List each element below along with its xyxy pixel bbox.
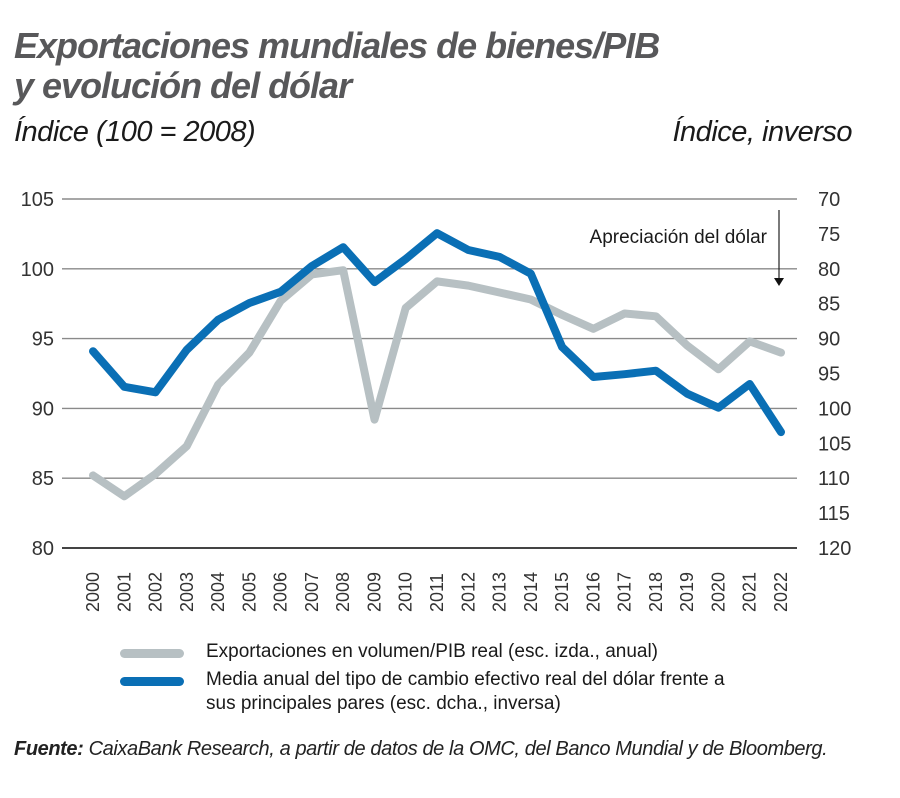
annotation-text: Apreciación del dólar bbox=[590, 227, 768, 248]
left-tick-label: 85 bbox=[32, 468, 54, 490]
chart-title: Exportaciones mundiales de bienes/PIB y … bbox=[14, 25, 660, 106]
title-line-2: y evolución del dólar bbox=[14, 65, 352, 106]
x-tick-label: 2004 bbox=[208, 572, 228, 612]
x-tick-label: 2002 bbox=[146, 572, 166, 612]
right-tick-label: 120 bbox=[818, 538, 851, 560]
x-tick-label: 2017 bbox=[615, 572, 635, 612]
series-lines bbox=[89, 229, 785, 501]
legend-label: Exportaciones en volumen/PIB real (esc. … bbox=[206, 641, 659, 662]
right-tick-label: 95 bbox=[818, 364, 840, 386]
left-axis-unit: Índice (100 = 2008) bbox=[14, 116, 256, 148]
right-tick-label: 105 bbox=[818, 433, 851, 455]
left-tick-label: 80 bbox=[32, 538, 54, 560]
legend-swatch-gray bbox=[120, 649, 184, 658]
x-tick-label: 2016 bbox=[583, 572, 603, 612]
x-tick-label: 2008 bbox=[333, 572, 353, 612]
legend-item-exports: Exportaciones en volumen/PIB real (esc. … bbox=[120, 640, 726, 664]
right-axis-ticks: 70 75 80 85 90 95 100 105 110 115 120 bbox=[818, 189, 851, 560]
left-tick-label: 100 bbox=[21, 259, 54, 281]
gridlines bbox=[62, 198, 797, 549]
x-tick-label: 2001 bbox=[114, 572, 134, 612]
right-tick-label: 90 bbox=[818, 329, 840, 351]
x-tick-label: 2021 bbox=[740, 572, 760, 612]
source-label: Fuente: bbox=[14, 738, 84, 760]
x-tick-label: 2010 bbox=[396, 572, 416, 612]
x-tick-label: 2005 bbox=[239, 572, 259, 612]
right-tick-label: 85 bbox=[818, 294, 840, 316]
right-tick-label: 100 bbox=[818, 398, 851, 420]
right-axis-unit: Índice, inverso bbox=[672, 116, 853, 148]
right-tick-label: 110 bbox=[818, 468, 850, 490]
x-tick-label: 2012 bbox=[458, 572, 478, 612]
left-axis-ticks: 80 85 90 95 100 105 bbox=[21, 189, 54, 560]
x-axis-ticks: 2000 2001 2002 2003 2004 2005 2006 2007 2008 2009… bbox=[83, 572, 791, 612]
left-tick-label: 105 bbox=[21, 189, 54, 211]
x-tick-label: 2006 bbox=[271, 572, 291, 612]
x-tick-label: 2009 bbox=[364, 572, 384, 612]
title-line-1: Exportaciones mundiales de bienes/PIB bbox=[14, 25, 660, 66]
x-tick-label: 2011 bbox=[427, 573, 447, 612]
x-tick-label: 2014 bbox=[521, 572, 541, 612]
right-tick-label: 70 bbox=[818, 189, 840, 211]
line-chart: 80 85 90 95 100 105 70 75 80 85 90 95 100 105 110 115 1… bbox=[21, 189, 852, 612]
legend-label: Media anual del tipo de cambio efectivo … bbox=[206, 669, 725, 714]
x-tick-label: 2013 bbox=[490, 572, 510, 612]
legend: Exportaciones en volumen/PIB real (esc. … bbox=[120, 640, 726, 720]
legend-swatch-blue bbox=[120, 677, 184, 686]
x-tick-label: 2019 bbox=[677, 572, 697, 612]
x-tick-label: 2003 bbox=[177, 572, 197, 612]
right-tick-label: 115 bbox=[818, 503, 850, 525]
annotation: Apreciación del dólar bbox=[590, 210, 784, 286]
x-tick-label: 2015 bbox=[552, 572, 572, 612]
x-tick-label: 2022 bbox=[771, 572, 791, 612]
left-tick-label: 90 bbox=[32, 398, 54, 420]
right-tick-label: 75 bbox=[818, 224, 840, 246]
right-tick-label: 80 bbox=[818, 259, 840, 281]
source-note: Fuente: CaixaBank Research, a partir de … bbox=[14, 738, 828, 761]
x-tick-label: 2018 bbox=[646, 572, 666, 612]
source-text: CaixaBank Research, a partir de datos de… bbox=[83, 738, 828, 760]
x-tick-label: 2000 bbox=[83, 572, 103, 612]
arrow-head bbox=[774, 278, 784, 286]
legend-item-dollar: Media anual del tipo de cambio efectivo … bbox=[120, 668, 726, 716]
x-tick-label: 2007 bbox=[302, 572, 322, 612]
x-tick-label: 2020 bbox=[708, 572, 728, 612]
left-tick-label: 95 bbox=[32, 329, 54, 351]
